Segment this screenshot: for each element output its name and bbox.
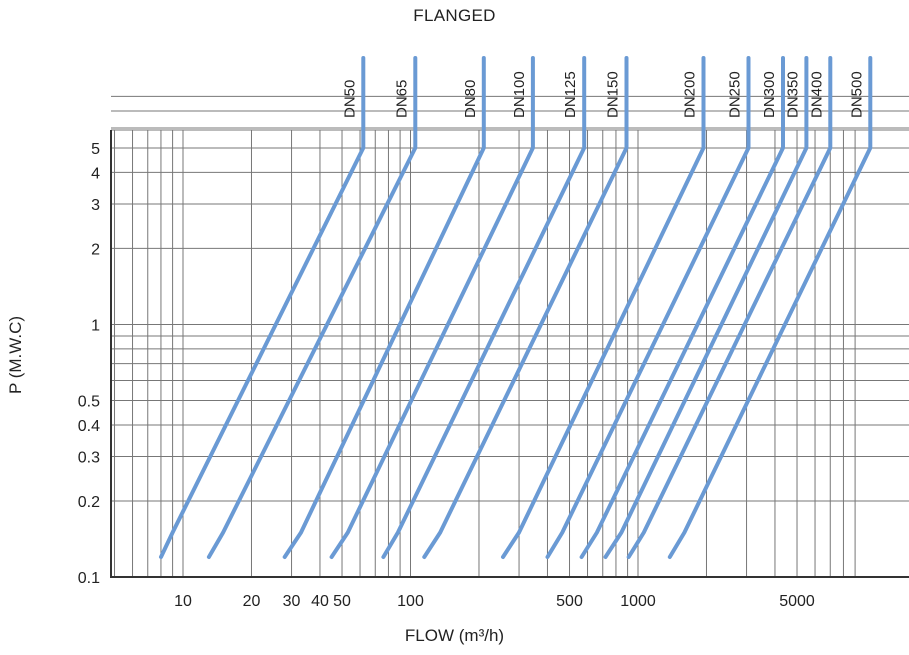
axes <box>110 130 909 578</box>
series-line <box>667 56 873 559</box>
x-tick-label: 20 <box>243 593 261 610</box>
series-label: DN150 <box>604 71 621 118</box>
series-line <box>282 56 486 559</box>
y-tick-label: 0.4 <box>78 418 100 435</box>
series-label: DN300 <box>761 71 778 118</box>
series-line <box>603 56 809 559</box>
x-tick-label: 500 <box>556 593 583 610</box>
x-tick-label: 10 <box>174 593 192 610</box>
y-tick-label: 0.3 <box>78 450 100 467</box>
x-tick-label: 100 <box>397 593 424 610</box>
series-line <box>501 56 706 559</box>
series-line <box>381 56 587 559</box>
y-axis-label: P (M.W.C) <box>6 315 25 395</box>
series-label: DN500 <box>848 71 865 118</box>
y-tick-label: 5 <box>91 141 100 158</box>
x-tick-label: 40 <box>311 593 329 610</box>
y-tick-label: 1 <box>91 317 100 334</box>
series-label: DN200 <box>681 71 698 118</box>
series-line <box>545 56 751 559</box>
y-tick-label: 0.2 <box>78 494 100 511</box>
series-label: DN125 <box>562 71 579 118</box>
series-line <box>206 56 418 559</box>
series-label: DN80 <box>462 80 479 118</box>
x-tick-label: 50 <box>333 593 351 610</box>
grid-lines <box>111 95 909 577</box>
series-label: DN250 <box>727 71 744 118</box>
tick-labels: 10 20 30 40 50 100 500 1000 5000 0.1 0.2 0.3 0.4 0.5 1… <box>78 71 866 610</box>
series-label: DN100 <box>511 71 528 118</box>
series-label: DN400 <box>808 71 825 118</box>
series-lines <box>159 56 873 559</box>
x-tick-label: 30 <box>283 593 301 610</box>
series-label: DN350 <box>784 71 801 118</box>
y-tick-label: 0.1 <box>78 570 100 587</box>
series-line <box>626 56 833 559</box>
series-line <box>329 56 535 559</box>
chart-title: FLANGED <box>413 6 496 25</box>
series-label: DN50 <box>341 80 358 118</box>
x-tick-label: 5000 <box>779 593 815 610</box>
y-tick-label: 4 <box>91 165 100 182</box>
series-line <box>159 56 366 559</box>
y-tick-label: 2 <box>91 241 100 258</box>
series-label: DN65 <box>393 80 410 118</box>
x-axis-label: FLOW (m³/h) <box>404 626 505 645</box>
y-tick-label: 0.5 <box>78 393 100 410</box>
series-line <box>422 56 629 559</box>
x-tick-label: 1000 <box>620 593 656 610</box>
y-tick-label: 3 <box>91 197 100 214</box>
series-line <box>579 56 785 559</box>
